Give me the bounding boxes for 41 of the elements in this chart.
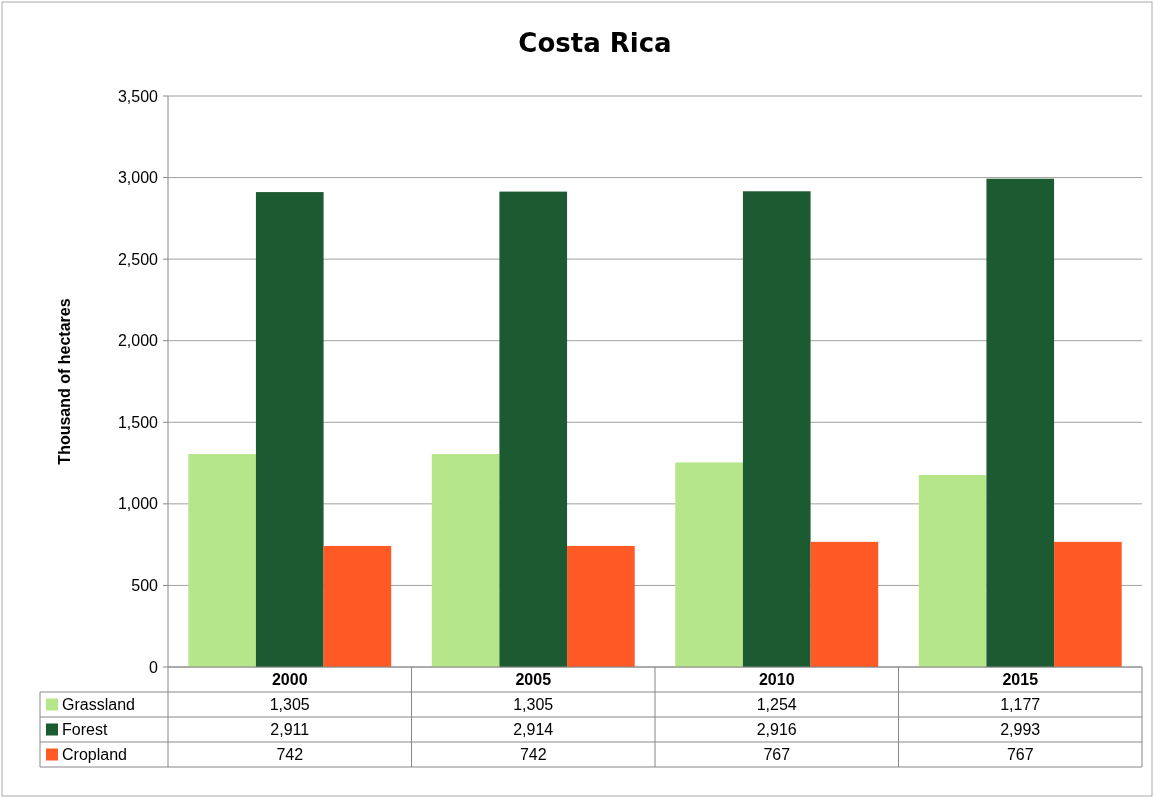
bar: [1054, 541, 1122, 667]
data-label: 2,993: [1000, 721, 1041, 739]
data-label: 1,305: [513, 696, 554, 714]
y-tick-label: 0: [149, 658, 159, 676]
y-tick-label: 3,500: [117, 87, 159, 105]
bar: [431, 454, 500, 667]
data-label: 2,911: [270, 721, 310, 739]
data-label: 1,254: [756, 696, 797, 714]
data-label: 767: [1006, 746, 1034, 764]
data-label: 2,916: [756, 721, 797, 739]
x-tick-label: 2015: [1002, 671, 1039, 689]
y-tick-label: 1,000: [117, 495, 159, 513]
data-label: 1,177: [1000, 696, 1041, 714]
bar: [499, 191, 568, 667]
x-tick-label: 2010: [758, 671, 795, 689]
bar: [188, 454, 256, 667]
y-tick-label: 2,000: [117, 332, 159, 350]
data-label: 742: [519, 746, 547, 764]
chart-title: Costa Rica: [518, 28, 672, 58]
bar: [918, 474, 987, 667]
y-axis-title: Thousand of hectares: [56, 298, 73, 465]
y-tick-label: 1,500: [117, 413, 159, 431]
legend-label: Cropland: [62, 746, 127, 764]
x-tick-label: 2000: [271, 671, 308, 689]
x-tick-label: 2005: [515, 671, 552, 689]
y-tick-label: 2,500: [117, 250, 159, 268]
y-tick-label: 3,000: [117, 169, 159, 187]
data-label: 1,305: [269, 696, 310, 714]
data-label: 742: [276, 746, 304, 764]
data-label: 2,914: [513, 721, 554, 739]
bar: [742, 191, 811, 667]
legend-label: Grassland: [62, 696, 135, 714]
bar: [255, 192, 324, 667]
bar: [323, 545, 392, 667]
data-label: 767: [763, 746, 791, 764]
legend-label: Forest: [62, 721, 108, 739]
bar: [810, 541, 879, 667]
y-tick-label: 500: [131, 577, 159, 595]
bar: [567, 545, 635, 667]
bar: [986, 178, 1055, 667]
bar: [675, 462, 743, 667]
